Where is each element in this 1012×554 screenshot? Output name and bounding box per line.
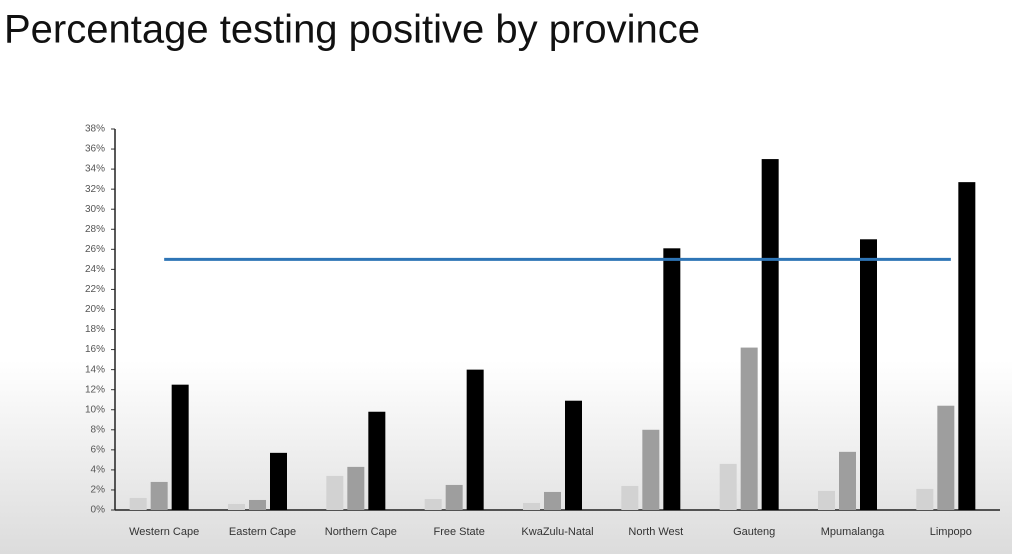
- y-tick-label: 10%: [85, 404, 105, 415]
- y-tick-label: 12%: [85, 384, 105, 395]
- y-tick-label: 6%: [91, 444, 106, 455]
- y-tick-label: 34%: [85, 164, 105, 175]
- bar: [270, 452, 287, 510]
- y-tick-label: 20%: [85, 304, 105, 315]
- x-tick-label: Western Cape: [129, 526, 199, 538]
- bar: [916, 488, 934, 510]
- bar: [565, 400, 582, 510]
- x-tick-label: Mpumalanga: [821, 526, 885, 538]
- x-tick-label: Gauteng: [733, 526, 775, 538]
- bar: [621, 485, 639, 510]
- bar: [326, 475, 344, 510]
- bar: [228, 503, 245, 510]
- y-tick-label: 28%: [85, 224, 105, 235]
- bar: [150, 481, 168, 510]
- bar: [424, 498, 442, 510]
- y-tick-label: 36%: [85, 144, 105, 155]
- y-tick-label: 8%: [91, 424, 106, 435]
- bar: [839, 451, 856, 510]
- x-tick-label: Free State: [433, 526, 484, 538]
- y-tick-label: 18%: [85, 324, 105, 335]
- y-tick-label: 22%: [85, 284, 105, 295]
- y-tick-label: 24%: [85, 264, 105, 275]
- y-tick-label: 0%: [91, 505, 106, 516]
- bar: [171, 384, 189, 510]
- y-tick-label: 16%: [85, 344, 105, 355]
- bar: [937, 405, 955, 510]
- x-tick-label: Northern Cape: [325, 526, 397, 538]
- bar: [860, 239, 877, 510]
- bar: [523, 502, 540, 510]
- x-tick-label: North West: [628, 526, 683, 538]
- y-tick-label: 38%: [85, 124, 105, 135]
- bar: [249, 499, 266, 510]
- bar: [719, 463, 737, 510]
- bar: [958, 182, 976, 511]
- y-tick-label: 2%: [91, 485, 106, 496]
- bar: [466, 369, 484, 510]
- y-tick-label: 26%: [85, 244, 105, 255]
- bar: [818, 490, 835, 510]
- y-tick-label: 30%: [85, 204, 105, 215]
- bar: [445, 484, 463, 510]
- x-tick-label: KwaZulu-Natal: [521, 526, 593, 538]
- y-tick-label: 32%: [85, 184, 105, 195]
- bar: [544, 491, 561, 510]
- chart-title: Percentage testing positive by province: [4, 8, 700, 52]
- x-tick-label: Eastern Cape: [229, 526, 296, 538]
- bar: [368, 411, 386, 510]
- bar: [761, 159, 779, 510]
- x-tick-label: Limpopo: [930, 526, 972, 538]
- bar: [740, 347, 758, 510]
- y-tick-label: 14%: [85, 364, 105, 375]
- bar: [663, 248, 681, 510]
- bar: [347, 466, 365, 510]
- y-tick-label: 4%: [91, 465, 106, 476]
- bar: [129, 497, 147, 510]
- bar: [642, 429, 660, 510]
